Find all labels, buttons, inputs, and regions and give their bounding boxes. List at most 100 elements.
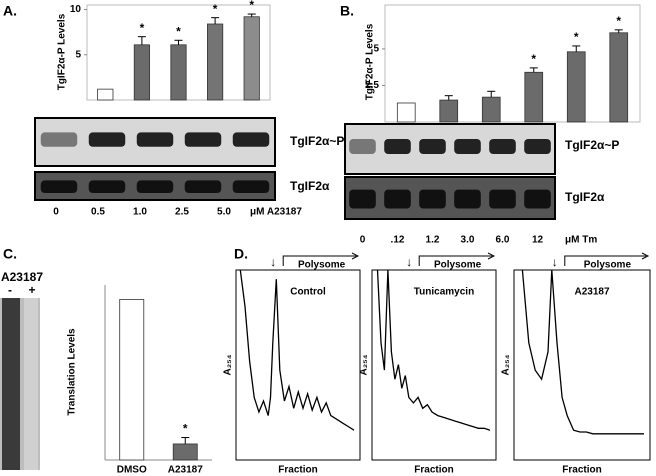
bracket bbox=[282, 255, 356, 266]
panel-label: C. bbox=[3, 246, 17, 262]
significance: * bbox=[249, 0, 254, 12]
bar bbox=[170, 44, 187, 101]
significance: * bbox=[213, 2, 218, 16]
blot-label: TgIF2α bbox=[565, 190, 605, 204]
lane-label: 6.0 bbox=[496, 235, 510, 246]
bracket-arrow bbox=[487, 252, 496, 260]
bar bbox=[97, 88, 114, 101]
lane-label: 5.0 bbox=[217, 207, 231, 218]
y-axis-label: A₂₅₄ bbox=[223, 354, 234, 375]
bracket-arrow bbox=[351, 252, 360, 260]
blot-band bbox=[349, 139, 376, 154]
bar bbox=[119, 299, 145, 461]
x-tick-label: A23187 bbox=[168, 465, 203, 476]
lane-label: 0 bbox=[360, 235, 366, 246]
bracket-label: Polysome bbox=[584, 260, 632, 271]
bar bbox=[566, 51, 586, 123]
y-axis-label: TgIF2α-P Levels bbox=[365, 23, 376, 100]
blot-band bbox=[349, 189, 376, 209]
y-tick-label: 5 bbox=[75, 49, 81, 60]
plot-frame bbox=[384, 4, 641, 123]
bracket bbox=[564, 255, 646, 266]
blot-band bbox=[232, 180, 270, 193]
blot-band bbox=[136, 132, 174, 147]
panel-title: A23187 bbox=[574, 287, 609, 298]
significance: * bbox=[574, 30, 579, 44]
gel-lane-dark bbox=[2, 298, 20, 470]
gel-lane: + bbox=[28, 283, 35, 297]
blot-band bbox=[88, 180, 126, 193]
blot-band bbox=[184, 132, 222, 147]
lane-label: 0.5 bbox=[91, 207, 105, 218]
y-tick-label: 2.5 bbox=[365, 80, 379, 91]
bracket bbox=[418, 255, 492, 266]
lane-label: 0 bbox=[53, 207, 59, 218]
bar bbox=[172, 443, 198, 461]
blot-band bbox=[232, 132, 270, 147]
x-axis-label: Fraction bbox=[278, 465, 317, 476]
blot-band bbox=[384, 139, 411, 154]
bar bbox=[396, 102, 416, 123]
bar bbox=[207, 23, 224, 101]
lane-label: 1.2 bbox=[426, 235, 440, 246]
plot-frame bbox=[513, 269, 651, 461]
bar bbox=[524, 71, 544, 123]
blot-band bbox=[489, 189, 516, 209]
blot-label: TgIF2α~P bbox=[290, 134, 344, 148]
blot-band bbox=[419, 139, 446, 154]
blot-band bbox=[40, 180, 78, 193]
significance: * bbox=[140, 21, 145, 35]
blot-band bbox=[88, 132, 126, 147]
significance: * bbox=[616, 14, 621, 28]
panel-title: Control bbox=[290, 287, 326, 298]
blot-band bbox=[524, 139, 551, 154]
y-axis-label: TgIF2α-P Levels bbox=[57, 13, 68, 90]
blot-band bbox=[489, 139, 516, 154]
blot-band bbox=[524, 189, 551, 209]
y-axis-label: A₂₅₄ bbox=[359, 354, 370, 375]
y-tick-label: 10 bbox=[70, 4, 82, 15]
bracket-arrow bbox=[641, 252, 650, 260]
bracket-label: Polysome bbox=[434, 260, 482, 271]
bar bbox=[439, 99, 459, 123]
panel-label: A. bbox=[3, 3, 17, 19]
gel-lane-light bbox=[24, 298, 38, 470]
bracket-label: Polysome bbox=[298, 260, 346, 271]
lane-label: 3.0 bbox=[461, 235, 475, 246]
unit-label: μM Tm bbox=[565, 235, 597, 246]
significance: * bbox=[531, 52, 536, 66]
plot-frame bbox=[235, 269, 361, 461]
trace bbox=[376, 269, 491, 431]
unit-label: μM A23187 bbox=[250, 207, 302, 218]
arrow: ↓ bbox=[552, 255, 558, 269]
bar bbox=[481, 96, 501, 123]
significance: * bbox=[183, 422, 188, 436]
panel-title: Tunicamycin bbox=[414, 287, 474, 298]
blot bbox=[344, 123, 556, 175]
significance: * bbox=[176, 24, 181, 38]
gel-lane: - bbox=[8, 283, 12, 297]
gel-title: A23187 bbox=[1, 270, 43, 284]
x-tick-label: DMSO bbox=[117, 465, 147, 476]
blot-label: TgIF2α~P bbox=[565, 138, 619, 152]
plot-frame bbox=[371, 269, 497, 461]
lane-label: 2.5 bbox=[175, 207, 189, 218]
blot-band bbox=[419, 189, 446, 209]
arrow: ↓ bbox=[270, 255, 276, 269]
lane-label: .12 bbox=[391, 235, 405, 246]
bar bbox=[243, 16, 260, 101]
trace bbox=[239, 269, 355, 431]
panel-label: D. bbox=[234, 246, 248, 262]
x-axis-label: Fraction bbox=[562, 465, 601, 476]
x-axis-label: Fraction bbox=[414, 465, 453, 476]
blot-band bbox=[136, 180, 174, 193]
y-axis-label: A₂₅₄ bbox=[501, 354, 512, 375]
blot-band bbox=[454, 189, 481, 209]
lane-label: 12 bbox=[532, 235, 544, 246]
panel-label: B. bbox=[340, 3, 354, 19]
y-tick-label: 5 bbox=[373, 44, 379, 55]
blot-band bbox=[384, 189, 411, 209]
blot-band bbox=[40, 132, 78, 147]
blot-band bbox=[184, 180, 222, 193]
